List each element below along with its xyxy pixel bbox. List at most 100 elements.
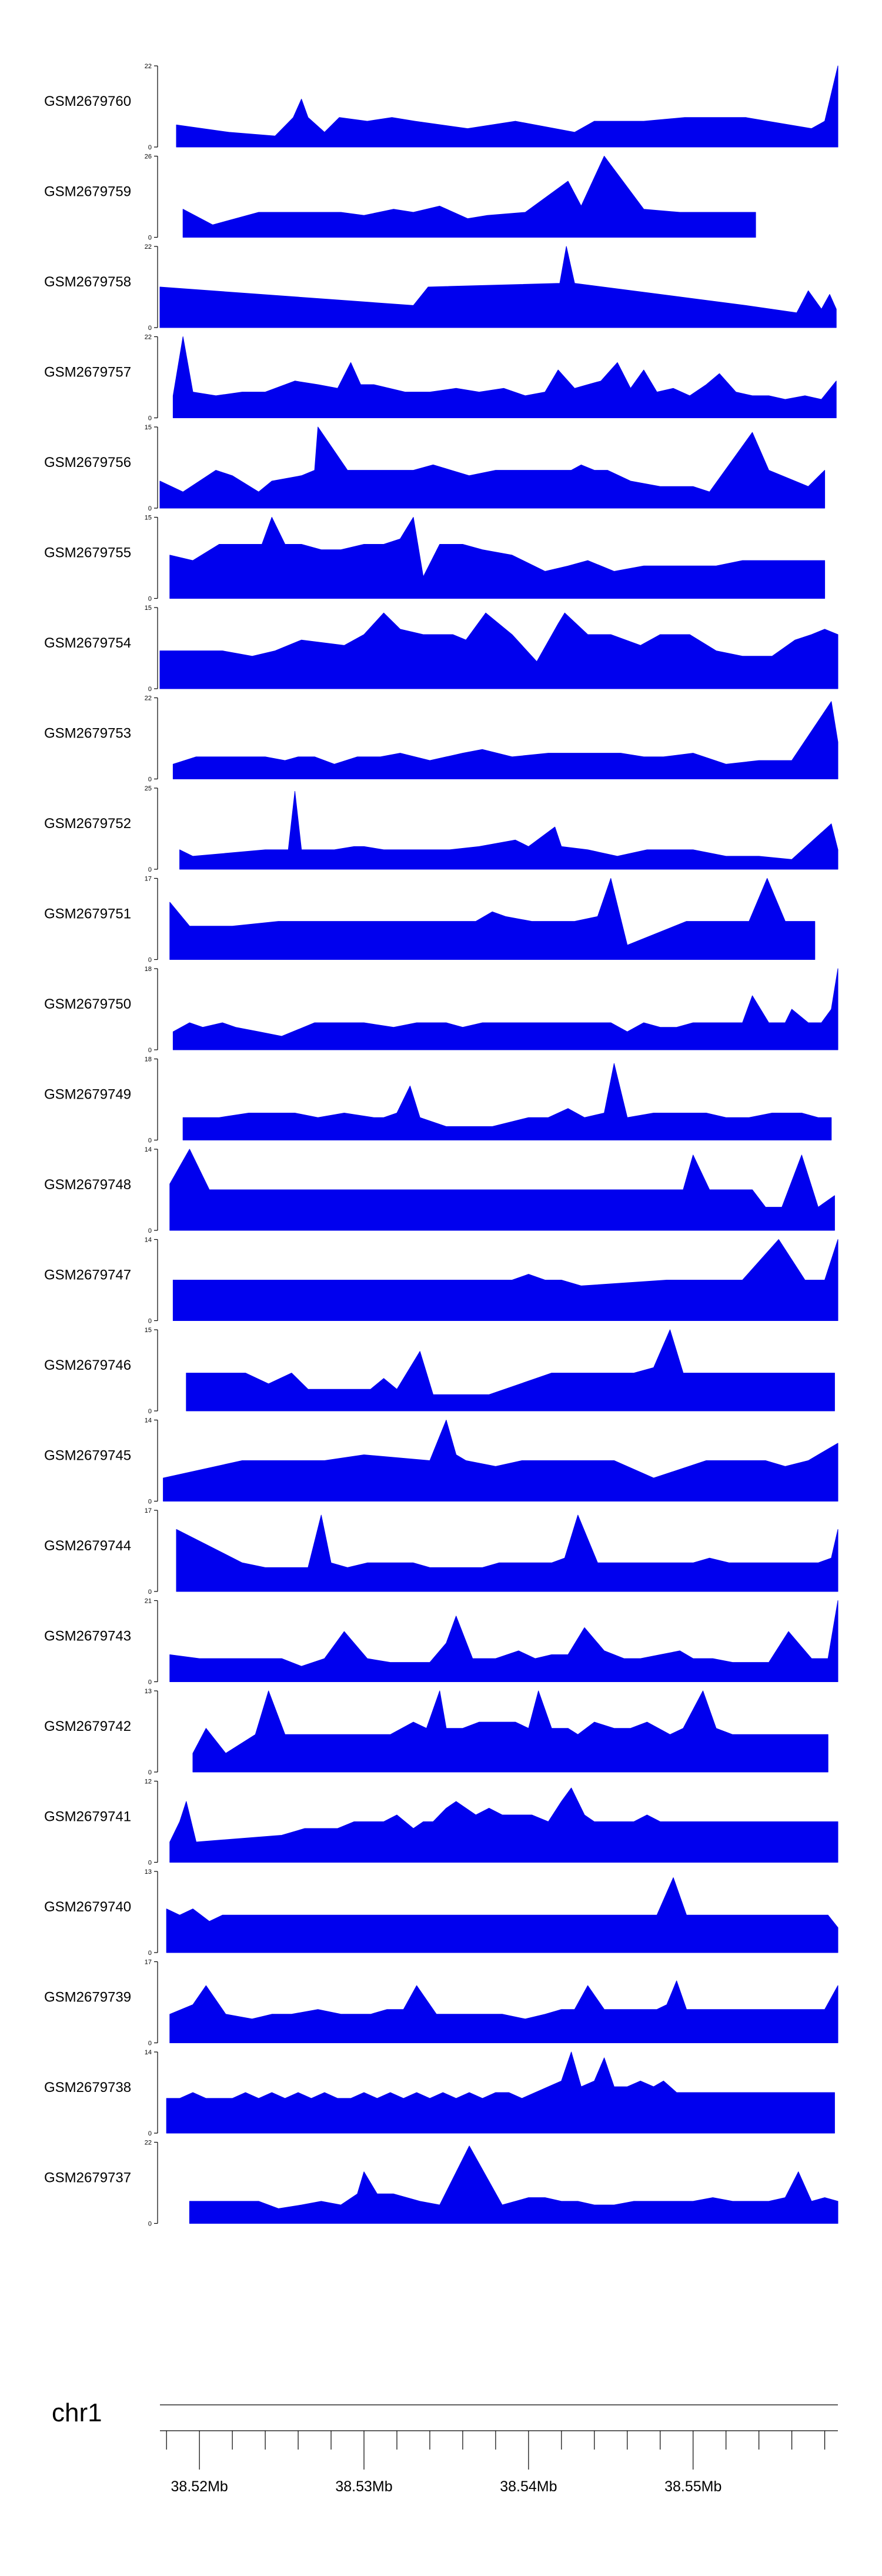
coverage-area: [169, 1787, 838, 1863]
track-label: GSM2679741: [44, 1809, 131, 1825]
y-tick-label-max: 26: [145, 154, 152, 161]
track-GSM2679755: GSM2679755 15 0: [44, 515, 826, 603]
coverage-area: [169, 878, 816, 960]
track-label: GSM2679746: [44, 1357, 131, 1373]
coverage-area: [159, 426, 826, 509]
axis-ticks: 38.52Mb 38.53Mb 38.54Mb 38.55Mb: [166, 2431, 826, 2495]
track-label: GSM2679756: [44, 455, 131, 471]
track-label: GSM2679759: [44, 184, 131, 200]
coverage-area: [182, 1063, 832, 1140]
y-tick-label-min: 0: [148, 1860, 152, 1867]
y-tick-label-max: 22: [145, 334, 152, 341]
track-label: GSM2679745: [44, 1448, 131, 1464]
x-tick-label: 38.52Mb: [171, 2478, 228, 2495]
y-tick-label-min: 0: [148, 1950, 152, 1957]
coverage-area: [176, 1514, 838, 1592]
track-label: GSM2679757: [44, 365, 131, 381]
y-tick-label-max: 22: [145, 2140, 152, 2147]
y-tick-label-min: 0: [148, 325, 152, 332]
track-GSM2679757: GSM2679757 22 0: [44, 334, 837, 422]
track-label: GSM2679740: [44, 1899, 131, 1915]
track-label: GSM2679748: [44, 1177, 131, 1193]
coverage-area: [172, 701, 838, 779]
y-tick-label-min: 0: [148, 2221, 152, 2228]
y-tick-label-min: 0: [148, 1499, 152, 1506]
track-GSM2679754: GSM2679754 15 0: [44, 605, 838, 693]
track-GSM2679752: GSM2679752 25 0: [44, 785, 838, 873]
y-tick-label-min: 0: [148, 1318, 152, 1325]
track-GSM2679760: GSM2679760 22 0: [44, 63, 838, 151]
y-tick-label-min: 0: [148, 144, 152, 151]
y-tick-label-min: 0: [148, 1227, 152, 1234]
y-tick-label-min: 0: [148, 776, 152, 783]
track-GSM2679751: GSM2679751 17 0: [44, 876, 816, 964]
track-GSM2679741: GSM2679741 12 0: [44, 1778, 838, 1867]
genome-axis: chr1 38.52Mb 38.53Mb 38.54Mb 38.55Mb: [52, 2398, 838, 2495]
x-tick-label: 38.54Mb: [500, 2478, 557, 2495]
track-GSM2679744: GSM2679744 17 0: [44, 1507, 838, 1596]
track-label: GSM2679752: [44, 816, 131, 832]
track-GSM2679738: GSM2679738 14 0: [44, 2049, 835, 2137]
y-tick-label-min: 0: [148, 505, 152, 512]
coverage-area: [159, 246, 837, 328]
track-label: GSM2679758: [44, 274, 131, 290]
track-label: GSM2679742: [44, 1719, 131, 1734]
y-tick-label-min: 0: [148, 235, 152, 242]
track-label: GSM2679753: [44, 726, 131, 742]
coverage-area: [172, 336, 837, 418]
tracks-layer: GSM2679760220GSM2679759260GSM2679758220G…: [44, 63, 838, 2228]
y-tick-label-max: 22: [145, 695, 152, 702]
y-tick-label-max: 15: [145, 424, 152, 431]
y-tick-label-min: 0: [148, 1137, 152, 1144]
track-label: GSM2679738: [44, 2080, 131, 2095]
track-GSM2679756: GSM2679756 15 0: [44, 424, 826, 512]
coverage-area: [163, 1420, 838, 1501]
y-tick-label-max: 25: [145, 785, 152, 792]
track-label: GSM2679737: [44, 2170, 131, 2186]
track-GSM2679740: GSM2679740 13 0: [44, 1868, 838, 1957]
track-label: GSM2679755: [44, 545, 131, 561]
y-tick-label-min: 0: [148, 1047, 152, 1054]
track-GSM2679758: GSM2679758 22 0: [44, 243, 837, 332]
y-tick-label-max: 22: [145, 243, 152, 251]
y-tick-label-min: 0: [148, 1769, 152, 1776]
coverage-area: [179, 791, 838, 870]
track-label: GSM2679744: [44, 1538, 131, 1554]
y-tick-label-min: 0: [148, 1589, 152, 1596]
y-tick-label-max: 15: [145, 605, 152, 612]
coverage-area: [182, 156, 756, 238]
y-tick-label-max: 12: [145, 1778, 152, 1786]
coverage-area: [189, 2145, 838, 2224]
coverage-area: [159, 612, 838, 689]
coverage-area: [166, 1877, 838, 1953]
y-tick-label-max: 13: [145, 1688, 152, 1695]
coverage-area: [172, 1239, 838, 1321]
track-GSM2679748: GSM2679748 14 0: [44, 1146, 835, 1234]
y-tick-label-max: 14: [145, 1237, 152, 1244]
track-GSM2679745: GSM2679745 14 0: [44, 1417, 838, 1506]
track-label: GSM2679751: [44, 906, 131, 922]
y-tick-label-min: 0: [148, 866, 152, 873]
track-GSM2679749: GSM2679749 18 0: [44, 1056, 832, 1144]
coverage-area: [176, 65, 838, 148]
coverage-area: [169, 1600, 838, 1682]
y-tick-label-max: 14: [145, 1417, 152, 1424]
y-tick-label-min: 0: [148, 415, 152, 422]
y-tick-label-max: 14: [145, 1146, 152, 1153]
track-GSM2679746: GSM2679746 15 0: [44, 1327, 835, 1415]
y-tick-label-max: 15: [145, 1327, 152, 1334]
track-label: GSM2679754: [44, 635, 131, 651]
coverage-area: [192, 1690, 828, 1773]
track-label: GSM2679739: [44, 1990, 131, 2006]
y-tick-label-max: 13: [145, 1868, 152, 1876]
track-GSM2679759: GSM2679759 26 0: [44, 154, 756, 242]
track-GSM2679742: GSM2679742 13 0: [44, 1688, 828, 1776]
track-label: GSM2679749: [44, 1087, 131, 1103]
y-tick-label-max: 17: [145, 1507, 152, 1514]
x-tick-label: 38.53Mb: [335, 2478, 392, 2495]
y-tick-label-min: 0: [148, 957, 152, 964]
y-tick-label-max: 18: [145, 1056, 152, 1063]
track-GSM2679737: GSM2679737 22 0: [44, 2140, 838, 2228]
y-tick-label-min: 0: [148, 2130, 152, 2137]
